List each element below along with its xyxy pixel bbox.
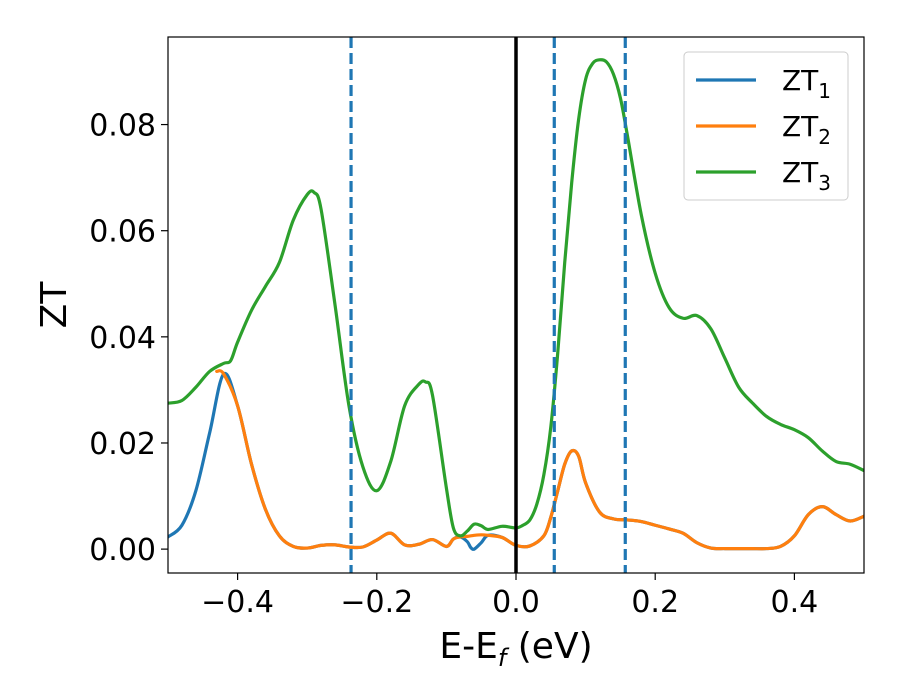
reference-lines (349, 37, 627, 573)
legend-box (683, 51, 849, 201)
x-tick-label: 0.0 (492, 585, 540, 620)
legend: ZT1 ZT2 ZT3 (683, 51, 849, 201)
legend-label-zt2: ZT2 (782, 110, 831, 149)
legend-label-zt1: ZT1 (782, 64, 831, 103)
x-axis-label-unit: (eV) (506, 626, 592, 667)
y-tick-label: 0.04 (89, 321, 156, 356)
x-tick-label: −0.2 (340, 585, 413, 620)
legend-label-zt3: ZT3 (782, 156, 831, 195)
x-axis-label-main: E-E (439, 626, 497, 667)
legend-entries: ZT1 ZT2 ZT3 (696, 64, 831, 195)
x-tick-label: 0.4 (771, 585, 819, 620)
y-axis-label: ZT (34, 281, 75, 329)
series-layer (168, 58, 864, 551)
x-tick-label: 0.2 (631, 585, 679, 620)
y-tick-label: 0.02 (89, 427, 156, 462)
x-axis-ticks: −0.4 −0.2 0.0 0.2 0.4 (201, 573, 818, 620)
y-axis-ticks: 0.00 0.02 0.04 0.06 0.08 (89, 109, 168, 568)
y-tick-label: 0.00 (89, 533, 156, 568)
series-line-zt2 (215, 369, 864, 551)
series-line-zt3 (168, 58, 864, 538)
y-tick-label: 0.08 (89, 109, 156, 144)
y-tick-label: 0.06 (89, 215, 156, 250)
x-tick-label: −0.4 (201, 585, 274, 620)
x-axis-label: E-Ef (eV) (439, 626, 592, 672)
